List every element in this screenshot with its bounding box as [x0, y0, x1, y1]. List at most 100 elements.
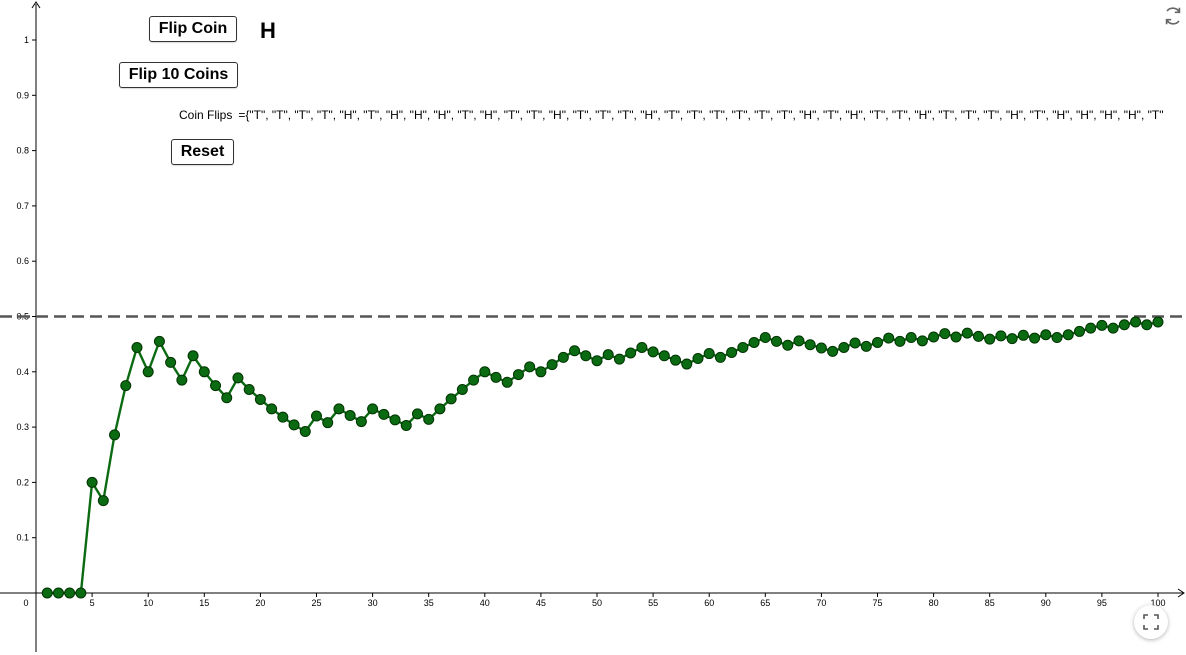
data-point [984, 333, 996, 345]
data-point [602, 349, 614, 361]
fullscreen-icon [1143, 614, 1159, 630]
x-tick-label: 100 [1150, 598, 1165, 608]
data-point [838, 341, 850, 353]
data-point [748, 336, 760, 348]
y-tick-label: 0.9 [16, 90, 29, 100]
data-point [355, 416, 367, 428]
data-point [681, 358, 693, 370]
data-point [883, 332, 895, 344]
data-point [1051, 332, 1063, 344]
data-point [1006, 333, 1018, 345]
data-point [928, 331, 940, 343]
data-point [400, 419, 412, 431]
data-point [613, 353, 625, 365]
data-point [815, 342, 827, 354]
data-point [759, 332, 771, 344]
data-point [198, 366, 210, 378]
data-point [591, 355, 603, 367]
data-point [120, 380, 132, 392]
x-tick-label: 0 [23, 598, 28, 608]
data-point [1096, 319, 1108, 331]
x-tick-label: 35 [424, 598, 434, 608]
data-point [288, 419, 300, 431]
x-tick-label: 90 [1041, 598, 1051, 608]
x-tick-label: 15 [199, 598, 209, 608]
data-point [894, 335, 906, 347]
data-point [771, 335, 783, 347]
reset-button[interactable]: Reset [171, 139, 234, 165]
data-point [210, 380, 222, 392]
y-tick-label: 0.7 [16, 201, 29, 211]
data-point [1118, 319, 1130, 331]
x-tick-label: 80 [929, 598, 939, 608]
data-point [344, 409, 356, 421]
x-tick-label: 60 [704, 598, 714, 608]
data-point [501, 376, 513, 388]
data-point [389, 414, 401, 426]
refresh-icon-glyph [1165, 7, 1181, 25]
coin-flips-equals: = [238, 108, 246, 122]
data-point [782, 339, 794, 351]
data-point [468, 374, 480, 386]
data-point [557, 351, 569, 363]
data-point [1130, 316, 1142, 328]
y-tick-label: 0.4 [16, 367, 29, 377]
data-point [75, 587, 87, 599]
data-point [793, 335, 805, 347]
data-point [692, 353, 704, 365]
data-point [714, 351, 726, 363]
data-point [961, 327, 973, 339]
y-axis-arrow [31, 1, 41, 9]
data-point [546, 359, 558, 371]
data-point [950, 331, 962, 343]
y-tick-label: 0.6 [16, 256, 29, 266]
x-tick-label: 30 [368, 598, 378, 608]
data-point [670, 354, 682, 366]
data-point [1085, 322, 1097, 334]
flip-coin-button[interactable]: Flip Coin [149, 16, 237, 42]
data-point [658, 350, 670, 362]
coin-flips-value: {"T", "T", "T", "T", "H", "T", "H", "H",… [245, 108, 1164, 122]
data-point [490, 371, 502, 383]
data-point [1107, 322, 1119, 334]
x-tick-label: 65 [760, 598, 770, 608]
data-point [939, 328, 951, 340]
data-point [479, 366, 491, 378]
data-point [86, 476, 98, 488]
x-tick-label: 25 [311, 598, 321, 608]
refresh-icon[interactable] [1162, 5, 1184, 27]
data-point [916, 335, 928, 347]
x-tick-label: 45 [536, 598, 546, 608]
coin-flips-label: Coin Flips [179, 108, 233, 122]
y-tick-label: 0.2 [16, 477, 29, 487]
data-point [726, 346, 738, 358]
data-point [378, 408, 390, 420]
data-point [1152, 316, 1164, 328]
data-point [456, 383, 468, 395]
x-tick-label: 95 [1097, 598, 1107, 608]
data-point [636, 341, 648, 353]
data-point [142, 366, 154, 378]
data-point [131, 341, 143, 353]
x-axis-arrow [1177, 588, 1185, 598]
data-point [52, 587, 64, 599]
data-point [266, 403, 278, 415]
data-point [1017, 329, 1029, 341]
data-point [535, 366, 547, 378]
data-point [333, 403, 345, 415]
data-point [311, 410, 322, 422]
data-point [1073, 325, 1085, 337]
data-point [569, 345, 581, 357]
data-point [64, 587, 76, 599]
data-point [221, 392, 233, 404]
data-point [232, 372, 244, 384]
data-point [153, 335, 165, 347]
fullscreen-button[interactable] [1134, 605, 1168, 639]
data-point [109, 429, 121, 441]
x-tick-label: 70 [816, 598, 826, 608]
flip-ten-coins-button[interactable]: Flip 10 Coins [119, 62, 238, 88]
series-line [47, 320, 1159, 595]
data-point [97, 495, 109, 507]
data-point [367, 403, 379, 415]
